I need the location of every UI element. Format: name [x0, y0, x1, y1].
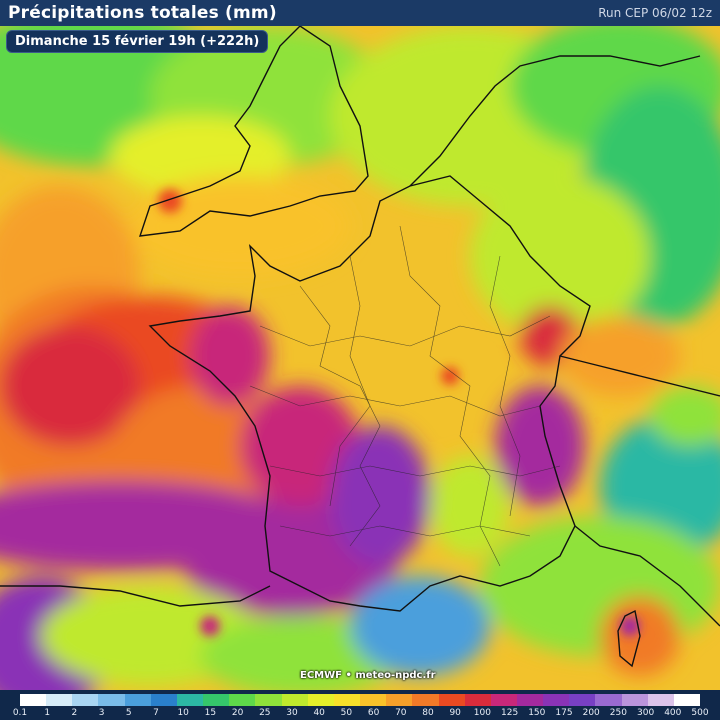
precip-field [0, 26, 720, 690]
legend-swatch [595, 694, 622, 706]
map-title: Précipitations totales (mm) [8, 3, 277, 23]
legend-swatch [621, 694, 648, 706]
legend-swatch [360, 694, 387, 706]
legend-tick-label: 2 [71, 708, 78, 718]
legend-tick-label: 150 [528, 708, 546, 718]
france-outline [148, 175, 591, 612]
legend-tick-label: 175 [555, 708, 573, 718]
legend-swatch [72, 694, 99, 706]
coastlines [0, 26, 720, 668]
legend-swatch [569, 694, 596, 706]
legend-tick-label: 1 [44, 708, 51, 718]
alpine-border [559, 355, 720, 397]
spain-north-coast [0, 585, 271, 607]
legend-tick-label: 80 [422, 708, 434, 718]
legend-swatch [647, 694, 674, 706]
legend-tick-label: 300 [637, 708, 655, 718]
legend-tick-label: 90 [449, 708, 461, 718]
legend-swatch [46, 694, 73, 706]
legend-tick-label: 0.1 [12, 708, 28, 718]
legend-swatch [124, 694, 151, 706]
legend-tick-label: 250 [609, 708, 627, 718]
legend-tick-label: 200 [582, 708, 600, 718]
legend-tick-label: 60 [367, 708, 380, 718]
legend-swatch [281, 694, 308, 706]
legend-tick-label: 20 [231, 708, 244, 718]
legend-tick-label: 50 [340, 708, 353, 718]
legend-swatch [543, 694, 570, 706]
legend-swatch [176, 694, 204, 706]
corsica-outline [617, 609, 641, 668]
legend-tick-label: 100 [473, 708, 491, 718]
legend-swatch [516, 694, 544, 706]
color-legend: 0.1 1 2 3 5 7 10 15 20 25 30 40 50 60 70 80 90 100 125 150 1… [0, 690, 720, 720]
legend-swatch [307, 694, 334, 706]
legend-tick-label: 70 [395, 708, 407, 718]
legend-tick-label: 400 [664, 708, 682, 718]
legend-ticks: 0.1 1 2 3 5 7 10 15 20 25 30 40 50 60 70 80 90 100 125 150 1… [13, 708, 709, 720]
legend-swatch [438, 694, 465, 706]
precip-hotspots [158, 189, 640, 636]
legend-tick-label: 40 [313, 708, 325, 718]
legend-swatch [98, 694, 125, 706]
legend-tick-label: 125 [501, 708, 519, 718]
legend-swatch [20, 694, 47, 706]
legend-tick-label: 5 [125, 708, 132, 718]
italy-coast [574, 525, 720, 627]
north-sea-coast [409, 55, 701, 187]
legend-swatch [490, 694, 517, 706]
legend-swatch [464, 694, 491, 706]
legend-tick-label: 30 [286, 708, 298, 718]
legend-swatch [255, 694, 282, 706]
department-borders [249, 225, 561, 567]
legend-tick-label: 3 [98, 708, 105, 718]
forecast-time-badge: Dimanche 15 février 19h (+222h) [6, 30, 269, 53]
legend-swatch [412, 694, 439, 706]
credit-label: ECMWF • meteo-npdc.fr [300, 670, 436, 681]
precipitation-map [0, 26, 720, 690]
legend-tick-label: 7 [153, 708, 159, 718]
legend-tick-label: 15 [204, 708, 217, 718]
legend-swatch [673, 694, 701, 706]
legend-swatch [333, 694, 361, 706]
legend-tick-label: 25 [259, 708, 271, 718]
legend-swatch [150, 694, 177, 706]
legend-swatch [203, 694, 230, 706]
legend-swatch [386, 694, 413, 706]
legend-tick-label: 500 [691, 708, 709, 718]
legend-tick-label: 10 [177, 708, 189, 718]
legend-swatches [20, 694, 701, 706]
run-label: Run CEP 06/02 12z [598, 6, 712, 20]
legend-swatch [229, 694, 256, 706]
great-britain-outline [138, 26, 369, 237]
title-bar: Précipitations totales (mm) Run CEP 06/0… [0, 0, 720, 26]
